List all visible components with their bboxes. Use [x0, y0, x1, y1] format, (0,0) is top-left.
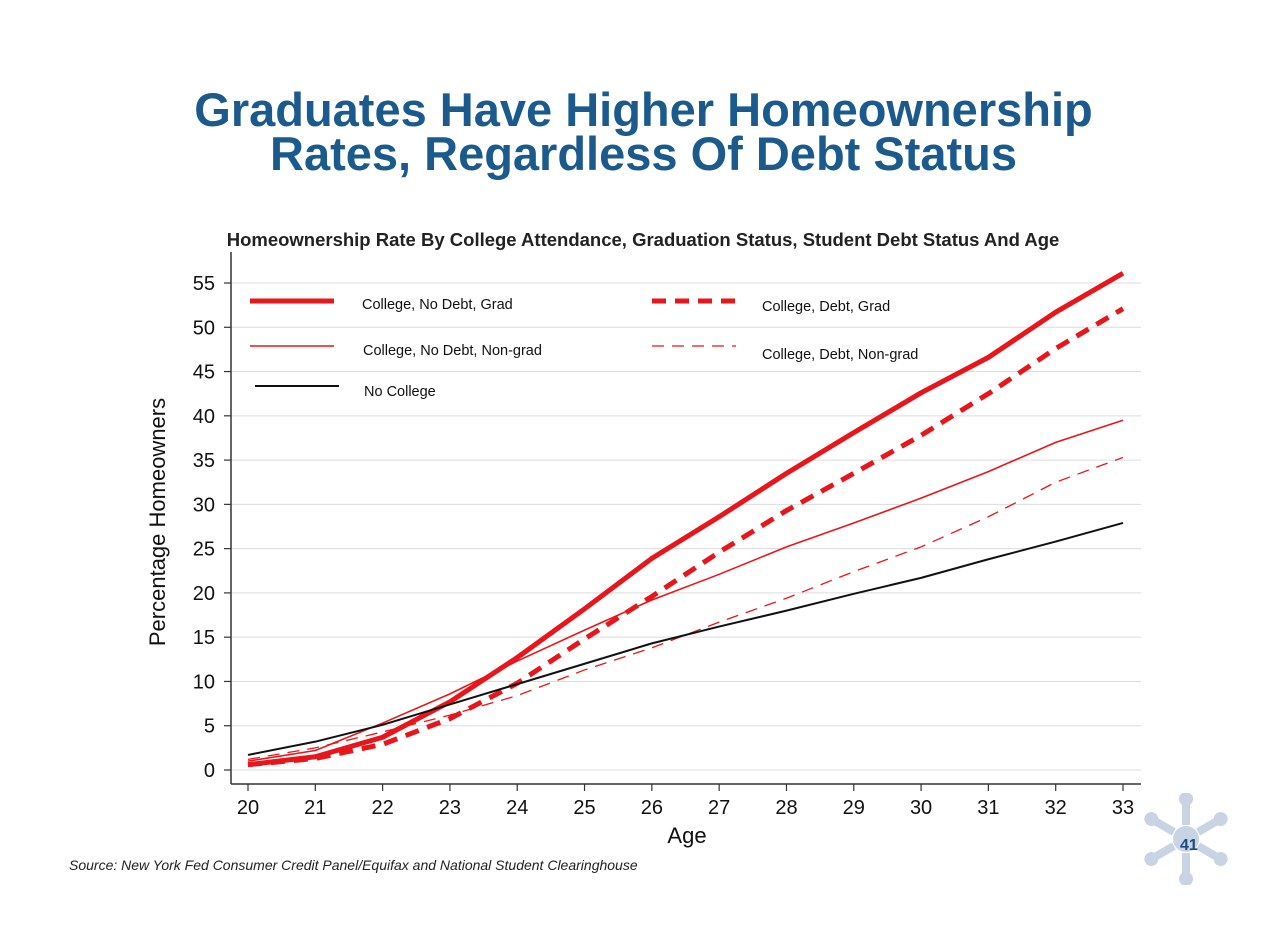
series-line-2	[247, 419, 1124, 762]
series-line-3	[247, 456, 1124, 761]
y-axis-label: Percentage Homeowners	[145, 398, 170, 646]
x-axis-label: Age	[667, 823, 706, 848]
y-tick-label: 55	[193, 273, 215, 295]
source-note: Source: New York Fed Consumer Credit Pan…	[69, 857, 638, 873]
legend-label: College, Debt, Non-grad	[762, 347, 918, 363]
legend-label: College, No Debt, Grad	[362, 297, 513, 313]
axes	[230, 252, 1141, 785]
x-tick-label: 33	[1112, 797, 1134, 819]
y-tick-label: 5	[204, 716, 215, 738]
x-tick-label: 21	[304, 797, 326, 819]
x-tick-label: 23	[439, 797, 461, 819]
x-tick-label: 24	[506, 797, 528, 819]
legend: College, No Debt, Grad College, Debt, Gra…	[250, 297, 918, 400]
series-line-4	[247, 521, 1124, 756]
snowflake-logo-icon	[1144, 793, 1228, 885]
y-axis-ticks: 0 5 10 15 20 25 30 35 40 45 50 55	[193, 273, 231, 782]
y-tick-label: 50	[193, 317, 215, 339]
y-tick-label: 35	[193, 450, 215, 472]
legend-label: College, Debt, Grad	[762, 299, 890, 315]
series-lines	[247, 271, 1125, 768]
x-tick-label: 25	[573, 797, 595, 819]
y-tick-label: 40	[193, 406, 215, 428]
y-tick-label: 20	[193, 583, 215, 605]
slide-title: Graduates Have Higher Homeownership Rate…	[0, 83, 1287, 180]
y-tick-label: 0	[204, 760, 215, 782]
gridlines	[232, 282, 1141, 771]
page-number: 41	[1180, 837, 1198, 854]
y-tick-label: 10	[193, 671, 215, 693]
slide-title-line-2: Rates, Regardless Of Debt Status	[270, 127, 1017, 180]
x-tick-label: 20	[237, 797, 259, 819]
x-tick-label: 29	[843, 797, 865, 819]
y-tick-label: 30	[193, 494, 215, 516]
x-tick-label: 27	[708, 797, 730, 819]
x-tick-label: 32	[1045, 797, 1067, 819]
legend-label: No College	[364, 384, 436, 400]
x-tick-label: 31	[977, 797, 999, 819]
series-line-0	[247, 271, 1125, 768]
chart-title: Homeownership Rate By College Attendance…	[227, 229, 1060, 250]
x-tick-label: 22	[371, 797, 393, 819]
y-tick-label: 25	[193, 539, 215, 561]
x-axis-ticks: 20 21 22 23 24 25 26 27 28 29 30 31 32 33	[237, 784, 1134, 819]
y-tick-label: 15	[193, 627, 215, 649]
x-tick-label: 28	[775, 797, 797, 819]
series-line-1	[247, 306, 1125, 768]
x-tick-label: 26	[641, 797, 663, 819]
x-tick-label: 30	[910, 797, 932, 819]
y-tick-label: 45	[193, 362, 215, 384]
legend-label: College, No Debt, Non-grad	[363, 343, 542, 359]
slide-title-line-1: Graduates Have Higher Homeownership	[194, 83, 1093, 136]
